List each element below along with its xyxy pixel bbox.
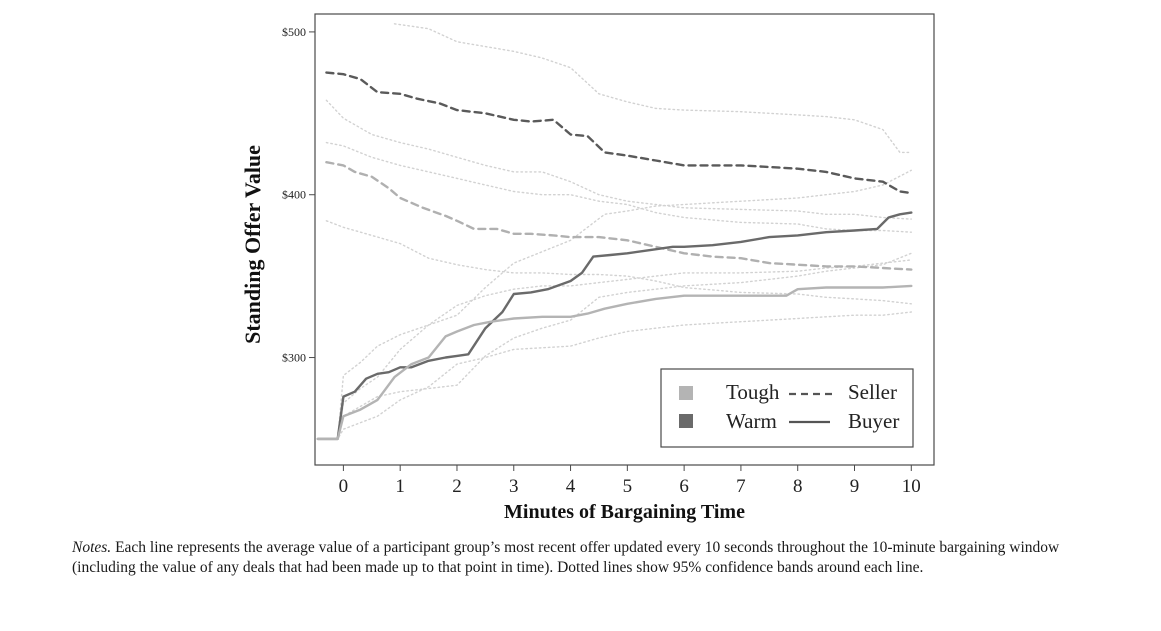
x-tick-label: 2 bbox=[452, 476, 462, 497]
series-line-warm-seller bbox=[325, 71, 913, 195]
figure-notes: Notes. Each line represents the average … bbox=[72, 538, 1112, 578]
y-tick-label: $300 bbox=[282, 351, 306, 365]
notes-lead: Notes. bbox=[72, 539, 112, 556]
series-line-warm-buyer bbox=[316, 211, 913, 441]
legend-swatch-warm bbox=[679, 414, 693, 428]
x-tick-label: 5 bbox=[623, 476, 633, 497]
x-tick-label: 4 bbox=[566, 476, 576, 497]
x-tick-label: 9 bbox=[850, 476, 860, 497]
plot-frame bbox=[314, 13, 935, 466]
y-tick-label: $400 bbox=[282, 188, 306, 202]
x-tick-label: 1 bbox=[395, 476, 405, 497]
legend-swatch-tough bbox=[679, 386, 693, 400]
x-tick-label: 7 bbox=[736, 476, 746, 497]
x-tick-label: 0 bbox=[339, 476, 349, 497]
series-line-tough-buyer bbox=[316, 284, 913, 441]
series-line-tough-seller bbox=[325, 160, 913, 271]
legend-label-tough: Tough bbox=[726, 380, 780, 404]
y-tick-label: $500 bbox=[282, 25, 306, 39]
legend-box bbox=[660, 368, 914, 448]
series-line-warm-buyer-upper-95-ci bbox=[317, 169, 912, 440]
series-line-warm-seller-upper-95-ci bbox=[393, 23, 912, 154]
x-tick-label: 6 bbox=[679, 476, 689, 497]
legend-label-seller: Seller bbox=[848, 380, 897, 404]
chart-figure: $300 $400 $500 0 1 2 3 4 5 6 7 8 9 10 Minutes of Barga… bbox=[240, 13, 935, 523]
offer-value-line-chart: $300 $400 $500 0 1 2 3 4 5 6 7 8 9 10 Minutes of Barga… bbox=[240, 13, 935, 523]
chart-legend: Tough Warm Seller Buyer bbox=[660, 368, 914, 448]
legend-label-warm: Warm bbox=[726, 409, 777, 433]
x-tick-label: 3 bbox=[509, 476, 519, 497]
series-line-warm-seller-lower-95-ci bbox=[325, 99, 912, 220]
series-line-warm-buyer-lower-95-ci bbox=[317, 252, 912, 440]
series-line-tough-seller-upper-95-ci bbox=[325, 141, 912, 233]
notes-text: Each line represents the average value o… bbox=[72, 539, 1060, 576]
series-line-tough-seller-lower-95-ci bbox=[325, 220, 912, 305]
legend-label-buyer: Buyer bbox=[848, 409, 899, 433]
series-line-tough-buyer-lower-95-ci bbox=[317, 311, 912, 440]
x-axis-title: Minutes of Bargaining Time bbox=[504, 501, 745, 523]
y-axis-title: Standing Offer Value bbox=[240, 145, 265, 344]
x-tick-label: 10 bbox=[902, 476, 921, 497]
x-tick-label: 8 bbox=[793, 476, 803, 497]
